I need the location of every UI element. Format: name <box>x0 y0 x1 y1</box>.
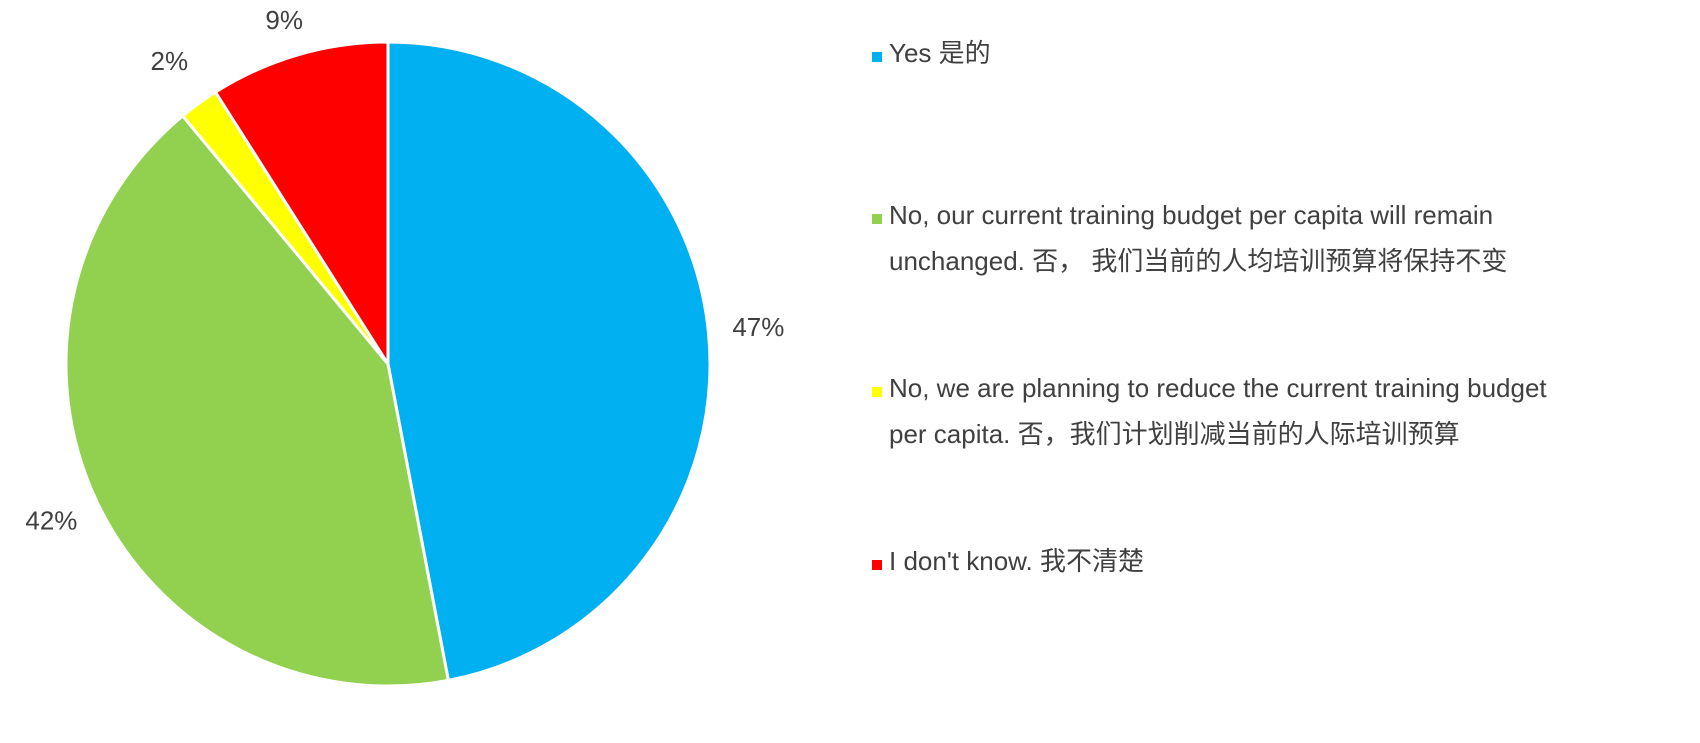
pie-slice <box>64 113 451 688</box>
legend-swatch <box>872 387 882 397</box>
legend-item: I don't know. 我不清楚 <box>872 538 1569 584</box>
legend-swatch <box>872 52 882 62</box>
legend-label: Yes 是的 <box>889 38 991 68</box>
legend-label: No, our current training budget per capi… <box>889 200 1508 276</box>
legend-label: No, we are planning to reduce the curren… <box>889 373 1547 449</box>
legend-swatch <box>872 214 882 224</box>
slice-label: 9% <box>265 5 303 35</box>
pie-slice <box>213 40 390 370</box>
legend-label: I don't know. 我不清楚 <box>889 546 1144 576</box>
legend-item: No, we are planning to reduce the curren… <box>872 365 1569 457</box>
slice-label: 42% <box>25 505 77 535</box>
slice-label: 47% <box>732 312 784 342</box>
legend-item: Yes 是的 <box>872 30 1569 76</box>
legend-item: No, our current training budget per capi… <box>872 192 1569 284</box>
legend-swatch <box>872 560 882 570</box>
slice-label: 2% <box>151 46 189 76</box>
chart: 47% 42% 2% 9% <box>25 5 784 688</box>
pie-slice <box>386 40 712 683</box>
